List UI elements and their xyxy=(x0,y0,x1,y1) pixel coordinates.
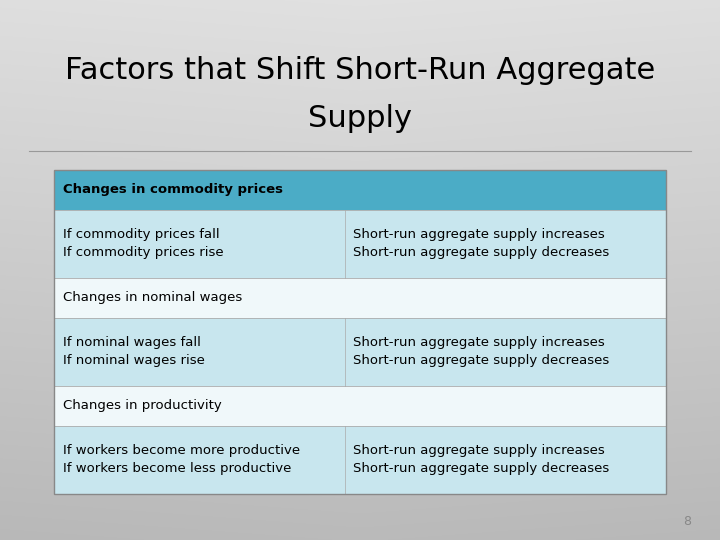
Text: Short-run aggregate supply increases
Short-run aggregate supply decreases: Short-run aggregate supply increases Sho… xyxy=(354,228,610,259)
Text: Changes in nominal wages: Changes in nominal wages xyxy=(63,292,242,305)
Text: Factors that Shift Short-Run Aggregate: Factors that Shift Short-Run Aggregate xyxy=(65,56,655,85)
Bar xyxy=(54,210,666,278)
Text: Changes in commodity prices: Changes in commodity prices xyxy=(63,184,283,197)
Bar xyxy=(54,278,666,318)
Text: Short-run aggregate supply increases
Short-run aggregate supply decreases: Short-run aggregate supply increases Sho… xyxy=(354,336,610,367)
Text: If workers become more productive
If workers become less productive: If workers become more productive If wor… xyxy=(63,444,300,475)
Text: Supply: Supply xyxy=(308,104,412,133)
Text: Changes in productivity: Changes in productivity xyxy=(63,400,221,413)
Text: If commodity prices fall
If commodity prices rise: If commodity prices fall If commodity pr… xyxy=(63,228,223,259)
Bar xyxy=(54,426,666,494)
Text: Short-run aggregate supply increases
Short-run aggregate supply decreases: Short-run aggregate supply increases Sho… xyxy=(354,444,610,475)
Bar xyxy=(54,170,666,494)
Bar xyxy=(54,170,666,210)
Bar xyxy=(54,318,666,386)
Text: If nominal wages fall
If nominal wages rise: If nominal wages fall If nominal wages r… xyxy=(63,336,204,367)
Text: 8: 8 xyxy=(683,515,691,528)
Bar xyxy=(54,386,666,426)
